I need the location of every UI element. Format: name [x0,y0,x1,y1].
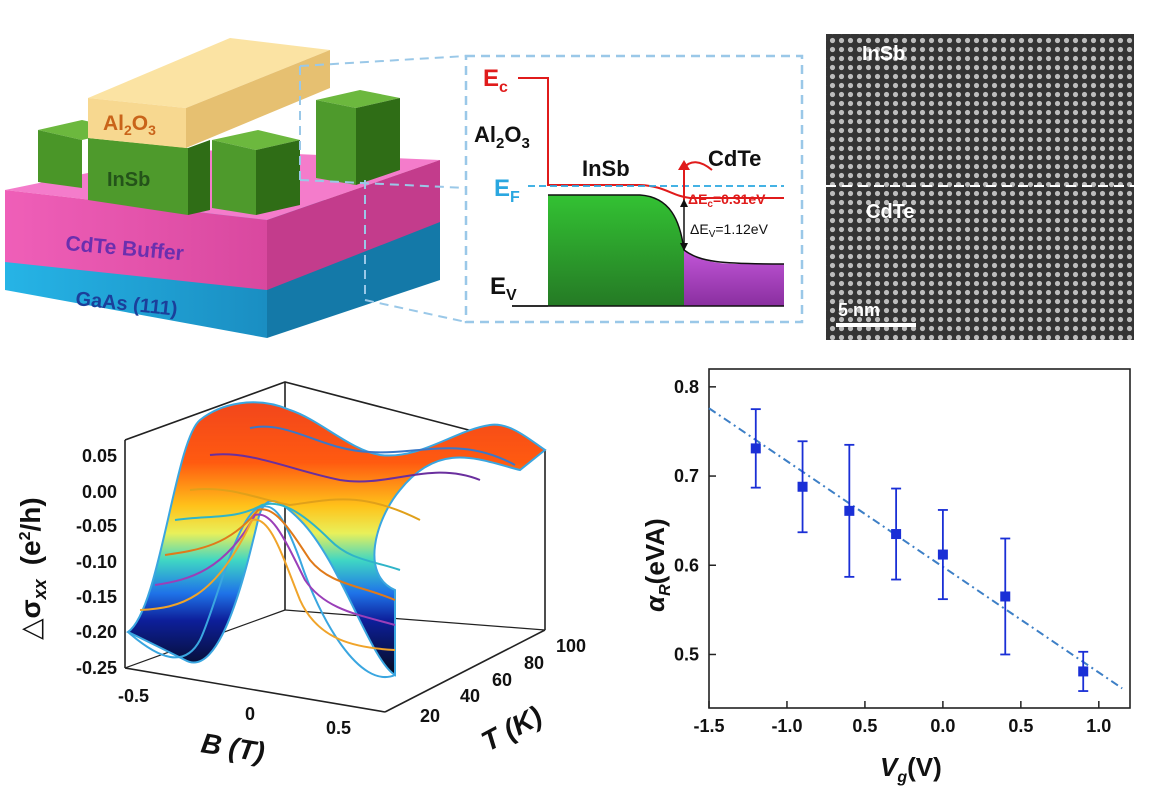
delta-ec-arrowhead [678,160,690,170]
data-point [1078,666,1089,677]
ef-label: EF [494,175,520,206]
t-axis-label: T (K) [476,700,547,757]
delta-ev-label: ΔEV=1.12eV [690,221,769,240]
x-tick-label: 1.0 [1086,716,1111,736]
guide-line-bottom [364,299,467,323]
z-tick: -0.15 [76,587,117,607]
x-tick-label: 0.0 [930,716,955,736]
delta-ev-arrowhead-bot [680,243,688,251]
data-point [750,443,761,454]
x-axis-line [124,667,386,713]
tem-insb-label: InSb [862,43,905,65]
surface-plot: 0.05 0.00 -0.05 -0.10 -0.15 -0.20 -0.25 … [15,381,586,768]
insb-block-mid [88,138,188,215]
x-tick: 0 [245,704,255,724]
x-tick: -0.5 [118,686,149,706]
data-point [1000,591,1011,602]
y-tick-label: 0.6 [674,555,699,575]
ec-line [518,77,640,186]
tem-scale-bar [836,323,916,327]
chart-x-label: Vg(V) [880,752,942,786]
chart-plot-area [708,368,1131,709]
insb-block-back-top [316,90,400,108]
tem-image: InSb CdTe 5 nm [826,34,1134,340]
surface-body [126,401,547,677]
contour-7 [139,518,396,651]
device-schematic: Al2O3 InSb CdTe Buffer GaAs (111) [5,38,467,338]
z-tick: 0.00 [82,482,117,502]
oxide-front [88,98,186,148]
y-tick: 100 [556,636,586,656]
contour-5 [164,508,396,601]
floor-right [284,609,546,631]
x-tick-label: 0.5 [1008,716,1033,736]
contour-3 [189,488,421,521]
y-axis-line [384,629,546,713]
insb-block-back [316,100,356,185]
y-tick-label: 0.8 [674,377,699,397]
data-point [891,529,902,540]
y-tick-label: 0.7 [674,466,699,486]
fit-line [708,407,1123,690]
guide-line-top [299,55,467,67]
oxide-top [88,38,330,108]
chart-y-label: αR(eVA) [640,518,674,612]
b-axis-label: B (T) [199,727,267,768]
insb-band [548,195,684,306]
x-tick: 0.5 [326,718,351,738]
insb-label: InSb [107,169,150,191]
oxide-label: Al2O3 [103,112,156,138]
insb-block-right [212,140,256,215]
band-diagram: Ec Al2O3 EF EV InSb CdTe ΔEc=0.31eV ΔEV=… [464,54,804,324]
delta-ec-label: ΔEc=0.31eV [688,191,766,210]
insb-block-right-side [256,140,300,215]
oxide-band-label: Al2O3 [474,122,530,152]
y-tick: 40 [460,686,480,706]
z-ticks: 0.05 0.00 -0.05 -0.10 -0.15 -0.20 -0.25 [76,446,117,678]
ec-label: Ec [483,65,508,96]
insb-block-left [38,130,82,188]
band-cdte-label: CdTe [708,146,761,171]
z-tick: -0.20 [76,622,117,642]
chart-points [750,408,1089,692]
z-tick: -0.25 [76,658,117,678]
contour-6 [154,513,396,626]
y-tick: 20 [420,706,440,726]
x-tick-label: -1.5 [693,716,724,736]
band-diagram-frame [464,54,804,324]
chart-ticks: -1.5 -1.0 0.5 0.0 0.5 1.0 0.5 0.6 0.7 0.8 [674,377,1111,736]
z-tick: 0.05 [82,446,117,466]
x-tick-label: 0.5 [852,716,877,736]
x-tick-label: -1.0 [771,716,802,736]
ec-curve [639,184,784,199]
y-tick: 60 [492,670,512,690]
guide-line-mid [299,179,467,189]
z-tick: -0.10 [76,552,117,572]
insb-block-back-side [356,98,400,185]
insb-block-mid-side [188,140,210,215]
tem-cdte-label: CdTe [866,201,915,223]
data-point [937,549,948,560]
contour-2 [209,453,481,483]
contour-1 [249,425,516,466]
tem-scale-label: 5 nm [838,300,880,320]
cdte-front [5,190,267,290]
alpha-chart: -1.5 -1.0 0.5 0.0 0.5 1.0 0.5 0.6 0.7 0.8 αR(eVA)… [640,368,1131,786]
contour-4 [174,502,401,571]
y-tick-label: 0.5 [674,644,699,664]
cdte-side [267,160,440,290]
delta-ev-arrowhead-top [680,199,688,207]
band-insb-label: InSb [582,156,630,181]
data-point [844,505,855,516]
y-tick: 80 [524,653,544,673]
ev-label: EV [490,273,517,304]
z-tick: -0.05 [76,516,117,536]
z-axis-label: △σxx(e2/h) [15,497,50,640]
oxide-side [186,50,330,148]
data-point [797,481,808,492]
